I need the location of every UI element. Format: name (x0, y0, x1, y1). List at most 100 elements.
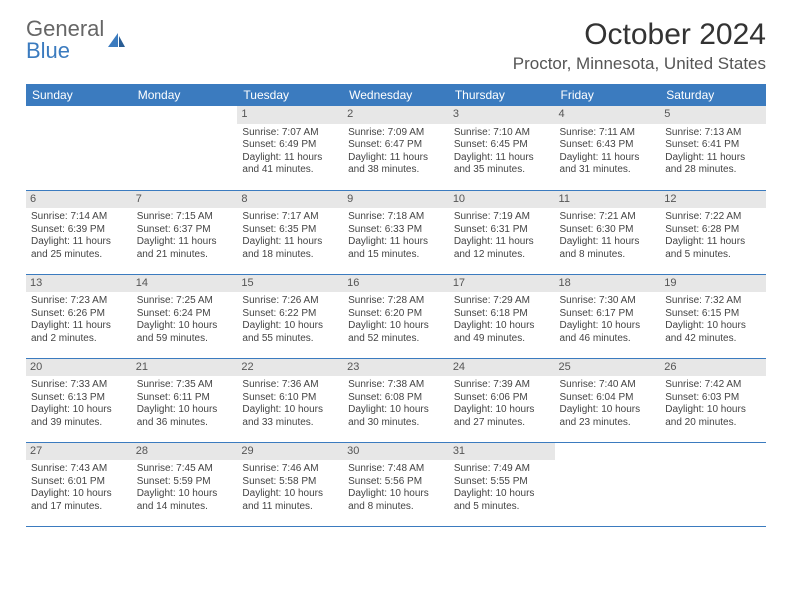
sunset-line: Sunset: 6:45 PM (454, 139, 550, 152)
calendar-body: 1Sunrise: 7:07 AMSunset: 6:49 PMDaylight… (26, 106, 766, 526)
calendar-cell (660, 442, 766, 526)
day-number: 22 (237, 359, 343, 377)
calendar-week: 20Sunrise: 7:33 AMSunset: 6:13 PMDayligh… (26, 358, 766, 442)
sunset-line: Sunset: 6:37 PM (137, 224, 233, 237)
calendar-week: 13Sunrise: 7:23 AMSunset: 6:26 PMDayligh… (26, 274, 766, 358)
sunset-line: Sunset: 6:03 PM (665, 392, 761, 405)
daylight-line: Daylight: 10 hours and 8 minutes. (348, 488, 444, 513)
sunset-line: Sunset: 6:18 PM (454, 308, 550, 321)
calendar-cell: 11Sunrise: 7:21 AMSunset: 6:30 PMDayligh… (555, 190, 661, 274)
day-number: 24 (449, 359, 555, 377)
day-number: 8 (237, 191, 343, 209)
daylight-line: Daylight: 11 hours and 28 minutes. (665, 152, 761, 177)
calendar-cell: 9Sunrise: 7:18 AMSunset: 6:33 PMDaylight… (343, 190, 449, 274)
sunrise-line: Sunrise: 7:48 AM (348, 463, 444, 476)
sunset-line: Sunset: 6:01 PM (31, 476, 127, 489)
daylight-line: Daylight: 10 hours and 39 minutes. (31, 404, 127, 429)
sunrise-line: Sunrise: 7:19 AM (454, 211, 550, 224)
sunrise-line: Sunrise: 7:28 AM (348, 295, 444, 308)
daylight-line: Daylight: 10 hours and 52 minutes. (348, 320, 444, 345)
daylight-line: Daylight: 10 hours and 33 minutes. (242, 404, 338, 429)
daylight-line: Daylight: 10 hours and 42 minutes. (665, 320, 761, 345)
daylight-line: Daylight: 11 hours and 8 minutes. (560, 236, 656, 261)
day-number: 31 (449, 443, 555, 461)
day-number: 25 (555, 359, 661, 377)
sail-icon (106, 31, 126, 49)
day-number: 17 (449, 275, 555, 293)
day-number: 4 (555, 106, 661, 124)
sunrise-line: Sunrise: 7:10 AM (454, 127, 550, 140)
day-number: 1 (237, 106, 343, 124)
sunrise-line: Sunrise: 7:38 AM (348, 379, 444, 392)
calendar-cell: 31Sunrise: 7:49 AMSunset: 5:55 PMDayligh… (449, 442, 555, 526)
day-number: 19 (660, 275, 766, 293)
calendar-cell: 22Sunrise: 7:36 AMSunset: 6:10 PMDayligh… (237, 358, 343, 442)
daylight-line: Daylight: 11 hours and 18 minutes. (242, 236, 338, 261)
sunset-line: Sunset: 6:15 PM (665, 308, 761, 321)
daylight-line: Daylight: 10 hours and 5 minutes. (454, 488, 550, 513)
day-number: 2 (343, 106, 449, 124)
location: Proctor, Minnesota, United States (513, 54, 766, 74)
calendar-cell: 30Sunrise: 7:48 AMSunset: 5:56 PMDayligh… (343, 442, 449, 526)
sunset-line: Sunset: 6:13 PM (31, 392, 127, 405)
calendar-cell: 3Sunrise: 7:10 AMSunset: 6:45 PMDaylight… (449, 106, 555, 190)
logo: General Blue (26, 18, 126, 62)
header: General Blue October 2024 Proctor, Minne… (26, 18, 766, 74)
daylight-line: Daylight: 11 hours and 21 minutes. (137, 236, 233, 261)
sunrise-line: Sunrise: 7:18 AM (348, 211, 444, 224)
calendar-cell (132, 106, 238, 190)
sunset-line: Sunset: 6:43 PM (560, 139, 656, 152)
calendar-cell: 7Sunrise: 7:15 AMSunset: 6:37 PMDaylight… (132, 190, 238, 274)
weekday-header: Thursday (449, 84, 555, 106)
sunset-line: Sunset: 6:08 PM (348, 392, 444, 405)
sunset-line: Sunset: 6:41 PM (665, 139, 761, 152)
day-number: 15 (237, 275, 343, 293)
day-number: 23 (343, 359, 449, 377)
calendar-cell: 8Sunrise: 7:17 AMSunset: 6:35 PMDaylight… (237, 190, 343, 274)
sunrise-line: Sunrise: 7:11 AM (560, 127, 656, 140)
sunrise-line: Sunrise: 7:43 AM (31, 463, 127, 476)
calendar-cell: 26Sunrise: 7:42 AMSunset: 6:03 PMDayligh… (660, 358, 766, 442)
sunset-line: Sunset: 6:24 PM (137, 308, 233, 321)
daylight-line: Daylight: 11 hours and 41 minutes. (242, 152, 338, 177)
daylight-line: Daylight: 11 hours and 31 minutes. (560, 152, 656, 177)
daylight-line: Daylight: 10 hours and 46 minutes. (560, 320, 656, 345)
sunset-line: Sunset: 6:06 PM (454, 392, 550, 405)
sunrise-line: Sunrise: 7:14 AM (31, 211, 127, 224)
calendar-cell: 4 Sunrise: 7:11 AMSunset: 6:43 PMDaylight… (555, 106, 661, 190)
weekday-row: SundayMondayTuesdayWednesdayThursdayFrid… (26, 84, 766, 106)
daylight-line: Daylight: 11 hours and 15 minutes. (348, 236, 444, 261)
day-number: 13 (26, 275, 132, 293)
sunrise-line: Sunrise: 7:17 AM (242, 211, 338, 224)
weekday-header: Friday (555, 84, 661, 106)
calendar-cell: 5Sunrise: 7:13 AMSunset: 6:41 PMDaylight… (660, 106, 766, 190)
sunrise-line: Sunrise: 7:26 AM (242, 295, 338, 308)
sunset-line: Sunset: 6:39 PM (31, 224, 127, 237)
sunrise-line: Sunrise: 7:36 AM (242, 379, 338, 392)
calendar-cell: 15Sunrise: 7:26 AMSunset: 6:22 PMDayligh… (237, 274, 343, 358)
sunset-line: Sunset: 5:55 PM (454, 476, 550, 489)
sunset-line: Sunset: 6:28 PM (665, 224, 761, 237)
day-number: 12 (660, 191, 766, 209)
calendar-week: 6Sunrise: 7:14 AMSunset: 6:39 PMDaylight… (26, 190, 766, 274)
sunrise-line: Sunrise: 7:13 AM (665, 127, 761, 140)
daylight-line: Daylight: 11 hours and 25 minutes. (31, 236, 127, 261)
sunrise-line: Sunrise: 7:07 AM (242, 127, 338, 140)
daylight-line: Daylight: 10 hours and 11 minutes. (242, 488, 338, 513)
sunset-line: Sunset: 6:17 PM (560, 308, 656, 321)
day-number: 20 (26, 359, 132, 377)
calendar-cell: 25Sunrise: 7:40 AMSunset: 6:04 PMDayligh… (555, 358, 661, 442)
sunset-line: Sunset: 6:33 PM (348, 224, 444, 237)
sunrise-line: Sunrise: 7:39 AM (454, 379, 550, 392)
calendar-cell: 17Sunrise: 7:29 AMSunset: 6:18 PMDayligh… (449, 274, 555, 358)
calendar-cell (555, 442, 661, 526)
sunset-line: Sunset: 5:59 PM (137, 476, 233, 489)
logo-text-blue: Blue (26, 38, 70, 63)
sunset-line: Sunset: 6:11 PM (137, 392, 233, 405)
daylight-line: Daylight: 11 hours and 35 minutes. (454, 152, 550, 177)
sunrise-line: Sunrise: 7:22 AM (665, 211, 761, 224)
daylight-line: Daylight: 10 hours and 20 minutes. (665, 404, 761, 429)
weekday-header: Wednesday (343, 84, 449, 106)
calendar-table: SundayMondayTuesdayWednesdayThursdayFrid… (26, 84, 766, 527)
daylight-line: Daylight: 10 hours and 27 minutes. (454, 404, 550, 429)
